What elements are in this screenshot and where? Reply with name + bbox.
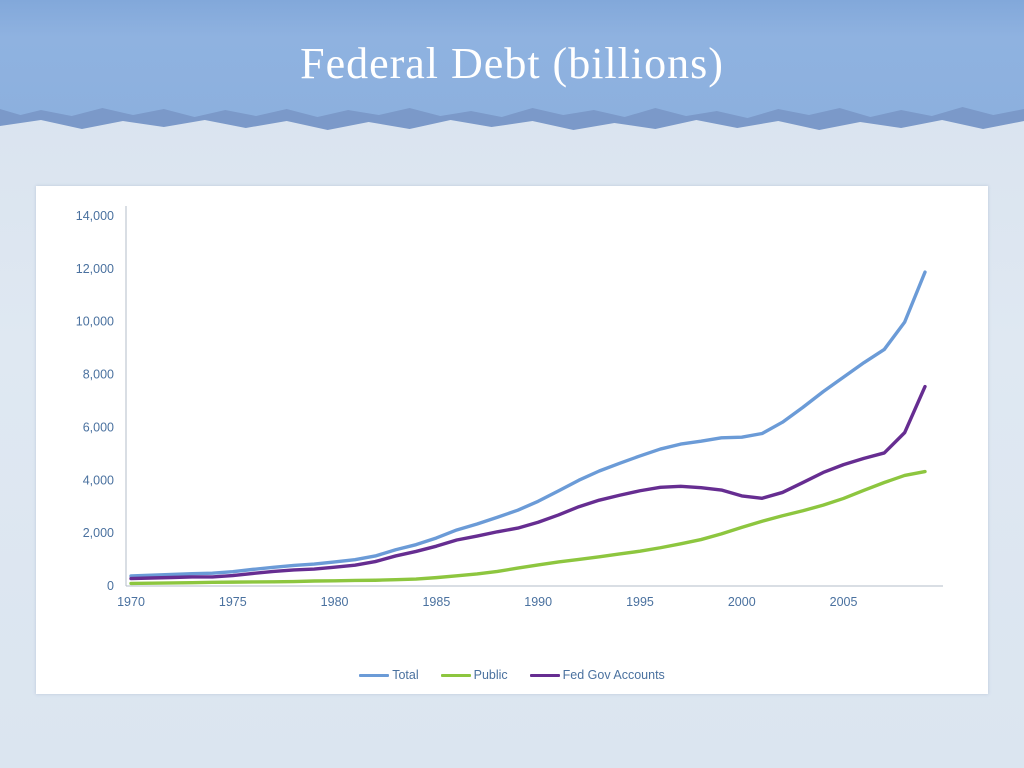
legend-label-public: Public [473, 668, 508, 682]
legend-label-total: Total [392, 668, 419, 682]
legend-item-public: Public [440, 668, 508, 682]
legend-swatch-public [440, 673, 471, 677]
legend-swatch-fed-gov-accounts [529, 673, 560, 677]
line-chart: 0 2,000 4,000 6,000 8,000 10,000 12,000 14,000 1… [76, 206, 943, 609]
svg-text:12,000: 12,000 [76, 262, 114, 276]
svg-text:4,000: 4,000 [83, 473, 114, 487]
svg-text:2000: 2000 [728, 595, 756, 609]
slide-title: Federal Debt (billions) [300, 39, 724, 88]
svg-text:6,000: 6,000 [83, 420, 114, 434]
chart-legend: Total Public Fed Gov Accounts [36, 668, 988, 682]
svg-text:1980: 1980 [321, 595, 349, 609]
svg-text:1995: 1995 [626, 595, 654, 609]
svg-text:0: 0 [107, 579, 114, 593]
svg-text:2,000: 2,000 [83, 526, 114, 540]
title-banner: Federal Debt (billions) [0, 0, 1024, 118]
legend-item-fed-gov-accounts: Fed Gov Accounts [529, 668, 665, 682]
svg-text:8,000: 8,000 [83, 368, 114, 382]
svg-text:2005: 2005 [830, 595, 858, 609]
svg-text:14,000: 14,000 [76, 209, 114, 223]
svg-text:1975: 1975 [219, 595, 247, 609]
legend-swatch-total [359, 673, 390, 677]
svg-text:1990: 1990 [524, 595, 552, 609]
svg-text:10,000: 10,000 [76, 315, 114, 329]
legend-label-fed-gov-accounts: Fed Gov Accounts [562, 668, 665, 682]
svg-text:1985: 1985 [422, 595, 450, 609]
chart-card: 0 2,000 4,000 6,000 8,000 10,000 12,000 14,000 1… [36, 186, 988, 694]
legend-item-total: Total [359, 668, 419, 682]
svg-text:1970: 1970 [117, 595, 145, 609]
